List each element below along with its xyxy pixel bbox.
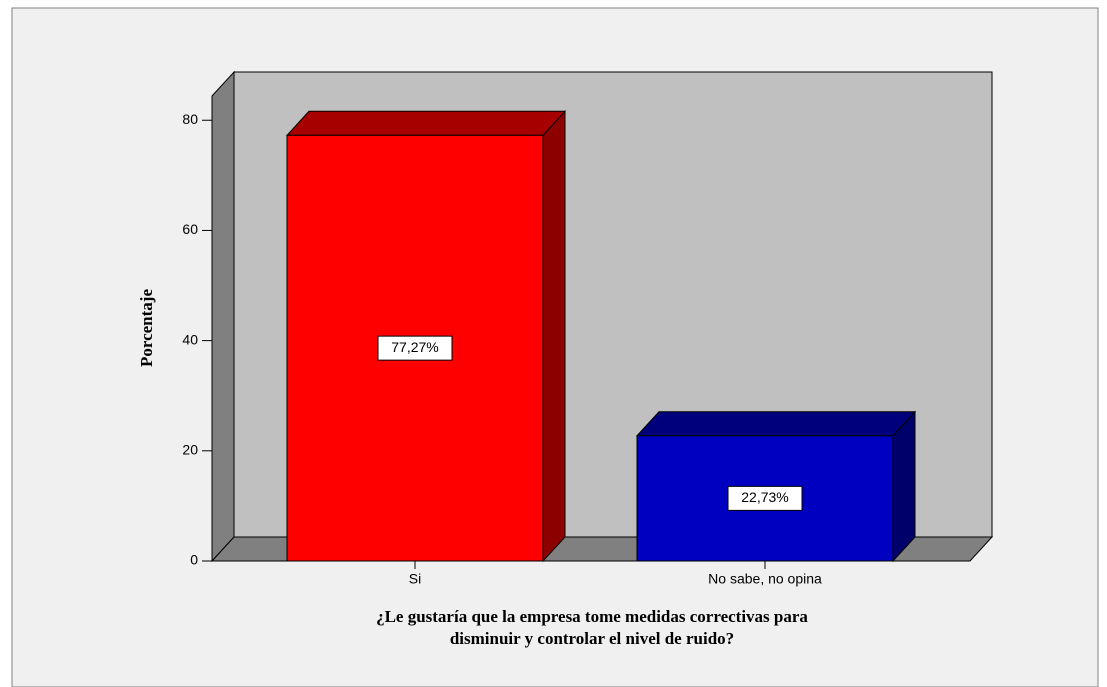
y-tick-label: 80: [182, 111, 198, 127]
bar-side: [542, 109, 566, 563]
y-axis-label: Porcentaje: [137, 289, 156, 367]
bar-side: [892, 410, 916, 563]
y-tick-label: 20: [182, 442, 198, 458]
value-label-box: [727, 485, 803, 511]
y-tick-label: 0: [190, 552, 198, 568]
value-label-box: [377, 335, 453, 361]
x-tick-label: No sabe, no opina: [708, 571, 822, 587]
x-tick-label: Si: [409, 571, 421, 587]
y-tick-label: 40: [182, 331, 198, 347]
side-wall: [211, 70, 235, 563]
value-label: 22,73%: [741, 489, 788, 505]
value-label: 77,27%: [391, 339, 438, 355]
y-tick-label: 60: [182, 221, 198, 237]
x-axis-label: ¿Le gustaría que la empresa tome medidas…: [376, 607, 808, 626]
bar-top: [635, 411, 917, 437]
bar-top: [285, 110, 567, 136]
x-axis-label: disminuir y controlar el nivel de ruido?: [450, 629, 734, 648]
